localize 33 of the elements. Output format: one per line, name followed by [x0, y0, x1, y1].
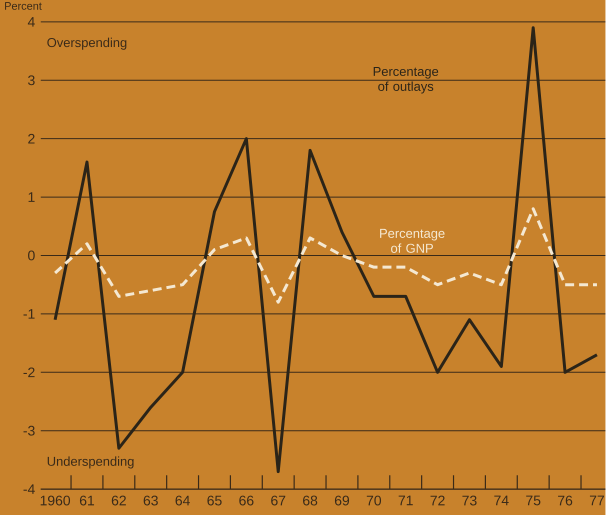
x-tick-label: 1960 [40, 496, 70, 506]
x-tick-label: 72 [430, 496, 445, 506]
y-tick-label: 0 [28, 250, 35, 260]
x-tick-label: 69 [334, 496, 350, 506]
text: Percentage of outlays [374, 67, 438, 94]
x-tick-label: 73 [462, 496, 477, 506]
series-label: Percentage of GNP [380, 228, 445, 253]
x-tick-label: 65 [207, 496, 222, 506]
y-tick-label: -1 [24, 309, 35, 319]
x-tick-label: 61 [80, 496, 94, 506]
x-tick-label: 66 [239, 496, 254, 506]
y-tick-label: 3 [28, 75, 35, 86]
x-tick-label: 63 [144, 496, 158, 506]
x-tick-label: 71 [398, 496, 413, 506]
x-tick-label: 62 [112, 496, 126, 506]
y-tick-label: 4 [28, 17, 35, 27]
annotation: Underspending [48, 456, 134, 469]
line-series [54, 207, 598, 304]
y-tick-label: -2 [24, 367, 35, 378]
x-tick-label: 75 [526, 496, 540, 506]
annotation: Overspending [47, 38, 126, 50]
y-axis-title: Percent [5, 2, 42, 10]
y-tick-label: -4 [24, 484, 35, 494]
x-tick-label: 64 [176, 496, 190, 506]
x-tick-label: 67 [271, 496, 286, 506]
x-tick-label: 76 [558, 496, 572, 506]
x-tick-label: 77 [590, 496, 604, 506]
x-tick-label: 68 [303, 496, 318, 506]
y-tick-label: -3 [24, 426, 35, 436]
y-tick-label: 2 [28, 134, 35, 144]
x-tick-label: 70 [366, 496, 382, 506]
y-tick-label: 1 [28, 192, 35, 202]
x-tick-label: 74 [494, 496, 509, 506]
